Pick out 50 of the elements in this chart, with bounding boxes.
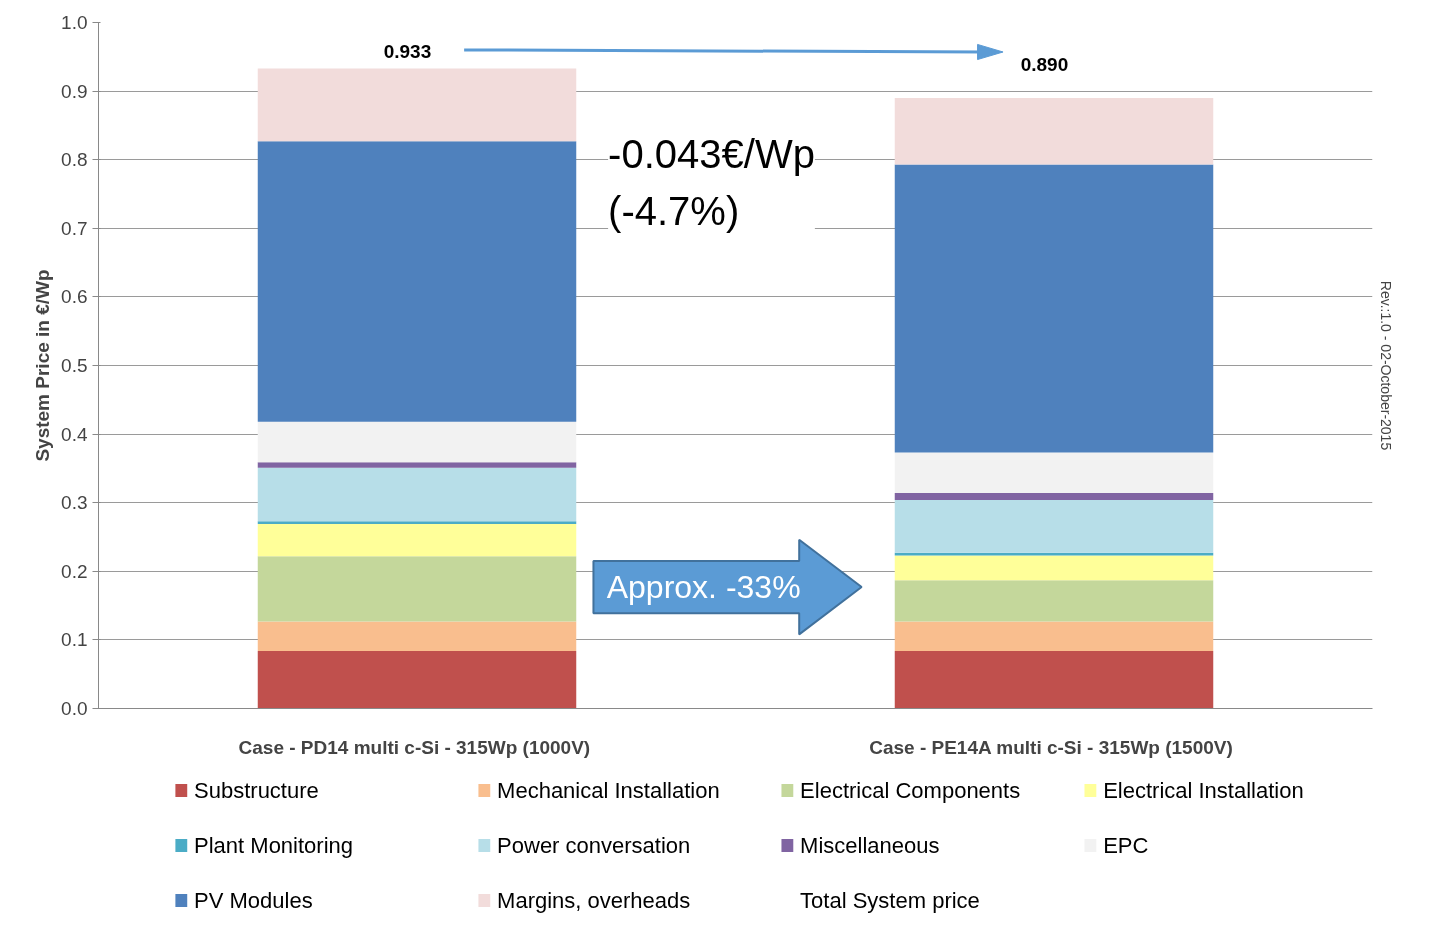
bar — [894, 580, 1214, 622]
y-tick-label: 0.2 — [61, 560, 88, 582]
legend-label: Electrical Components — [800, 778, 1021, 803]
bar — [257, 521, 577, 524]
bar — [257, 523, 577, 557]
bar — [257, 68, 577, 142]
legend-label: Mechanical Installation — [497, 778, 720, 803]
bar — [894, 621, 1214, 651]
bar — [894, 452, 1214, 494]
y-tick-label: 0.3 — [61, 492, 88, 514]
bar — [894, 164, 1214, 453]
y-tick-label: 0.9 — [61, 80, 88, 102]
legend-label: EPC — [1103, 833, 1149, 858]
y-tick-label: 0.4 — [61, 423, 88, 445]
legend-label: Electrical Installation — [1103, 778, 1304, 803]
legend-label: Power conversation — [497, 833, 691, 858]
total-label: 0.890 — [1020, 53, 1069, 75]
bar — [894, 499, 1214, 553]
text: Total System price — [800, 888, 980, 913]
y-tick-label: 0.7 — [61, 217, 88, 239]
bar — [894, 493, 1214, 500]
y-tick-label: 1.0 — [61, 12, 88, 33]
annotation: -0.043€/Wp (-4.7%) — [608, 132, 815, 234]
bar — [894, 555, 1214, 581]
legend-label: PV Modules — [194, 888, 313, 913]
text: Rev.:1.0 - 02-October-2015 — [1377, 280, 1394, 451]
x-tick-label: Case - PD14 multi c-Si - 315Wp (1000V) — [238, 736, 591, 758]
y-axis-title: System Price in €/Wp — [32, 269, 54, 462]
bar — [894, 552, 1214, 556]
y-tick-label: 0.6 — [61, 286, 88, 308]
bar — [257, 621, 577, 651]
legend-label: Plant Monitoring — [194, 833, 354, 858]
y-tick-label: 0.8 — [61, 149, 88, 171]
legend-label: Substructure — [194, 778, 319, 803]
bar — [257, 141, 577, 422]
total-label: 0.933 — [383, 41, 432, 63]
legend-label: Margins, overheads — [497, 888, 691, 913]
bar — [257, 421, 577, 463]
y-tick-label: 0.5 — [61, 355, 88, 376]
bar — [894, 650, 1214, 709]
annotation: Approx. -33% — [606, 569, 801, 606]
bar — [257, 462, 577, 468]
bar — [257, 650, 577, 709]
y-tick-label: 0.0 — [61, 698, 88, 719]
bar — [894, 97, 1214, 165]
y-tick-label: 0.1 — [61, 629, 88, 651]
bar — [257, 467, 577, 522]
legend-label: Miscellaneous — [800, 833, 940, 858]
x-tick-label: Case - PE14A multi c-Si - 315Wp (1500V) — [869, 736, 1233, 758]
bar — [257, 556, 577, 622]
